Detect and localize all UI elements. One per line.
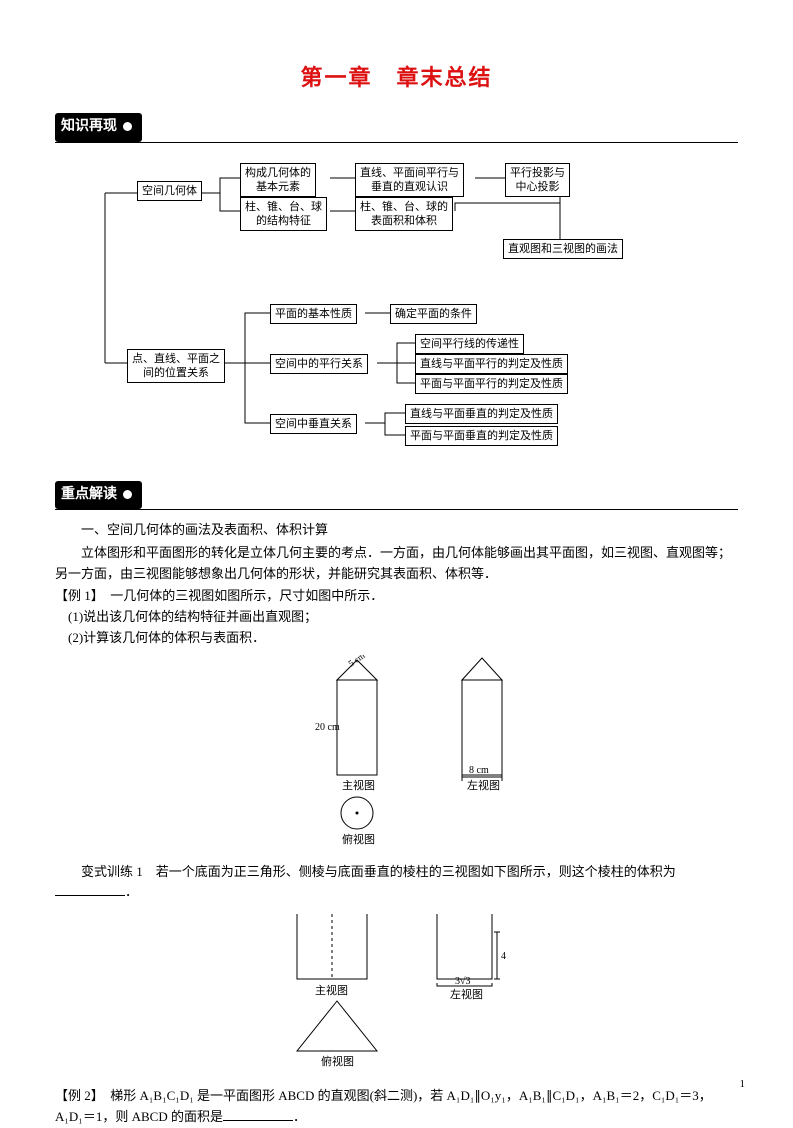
example-2-text: 【例 2】 梯形 A₁B₁C₁D₁ 是一平面图形 ABCD 的直观图(斜二测)，… [55,1088,712,1124]
figure-1: 20 cm 5 cm 主视图 8 cm 左视图 俯视图 [55,655,738,852]
example-1b: (2)计算该几何体的体积与表面积． [55,628,738,649]
figure-2: 主视图 4 3√3 左视图 俯视图 [55,909,738,1076]
para-1: 立体图形和平面图形的转化是立体几何主要的考点．一方面，由几何体能够画出其平面图，… [55,543,738,585]
section-1-tag: 知识再现 [55,113,142,141]
figure-2-svg: 主视图 4 3√3 左视图 俯视图 [237,909,557,1069]
node-plane-plane-par: 平面与平面平行的判定及性质 [415,374,568,394]
variation-1-end: ． [125,884,138,899]
node-position: 点、直线、平面之 间的位置关系 [127,349,225,384]
node-par-lines: 空间平行线的传递性 [415,334,524,354]
node-space-solid: 空间几何体 [137,181,202,201]
example-2: 【例 2】 梯形 A₁B₁C₁D₁ 是一平面图形 ABCD 的直观图(斜二测)，… [55,1086,738,1128]
node-perp: 空间中垂直关系 [270,414,357,434]
blank-2 [223,1108,293,1121]
node-parallel: 空间中的平行关系 [270,354,368,374]
fig2-front-label: 主视图 [315,983,348,997]
page-title: 第一章 章末总结 [55,60,738,95]
example-1: 【例 1】 一几何体的三视图如图所示，尺寸如图中所示． [55,586,738,607]
fig1-dim-h: 20 cm [315,722,340,733]
fig2-top-label: 俯视图 [321,1054,354,1068]
section-1-row: 知识再现 [55,113,738,142]
section-2-row: 重点解读 [55,481,738,510]
node-structure: 柱、锥、台、球 的结构特征 [240,197,327,232]
page-number: 1 [740,1076,746,1094]
fig2-dim-w: 3√3 [455,976,471,987]
fig1-top-label: 俯视图 [342,832,375,845]
example-1a: (1)说出该几何体的结构特征并画出直观图； [55,607,738,628]
blank-1 [55,883,125,896]
fig2-dim-h: 4 [501,951,506,962]
node-plane-props: 平面的基本性质 [270,304,357,324]
figure-1-svg: 20 cm 5 cm 主视图 8 cm 左视图 俯视图 [247,655,547,845]
fig2-side-label: 左视图 [450,987,483,1001]
heading-1: 一、空间几何体的画法及表面积、体积计算 [55,520,738,541]
fig1-dim-w: 8 cm [469,765,489,776]
fig1-side-label: 左视图 [467,778,500,792]
variation-1-text: 变式训练 1 若一个底面为正三角形、侧棱与底面垂直的棱柱的三视图如下图所示，则这… [81,864,676,879]
node-views: 直观图和三视图的画法 [503,239,623,259]
node-intuition: 直线、平面间平行与 垂直的直观认识 [355,163,464,198]
node-plane-cond: 确定平面的条件 [390,304,477,324]
variation-1: 变式训练 1 若一个底面为正三角形、侧棱与底面垂直的棱柱的三视图如下图所示，则这… [55,862,738,904]
node-area-volume: 柱、锥、台、球的 表面积和体积 [355,197,453,232]
node-plane-plane-perp: 平面与平面垂直的判定及性质 [405,426,558,446]
concept-map: 空间几何体 构成几何体的 基本元素 柱、锥、台、球 的结构特征 直线、平面间平行… [55,153,738,473]
section-2-tag: 重点解读 [55,481,142,509]
node-line-plane-perp: 直线与平面垂直的判定及性质 [405,404,558,424]
example-2-end: ． [293,1109,306,1124]
node-basic-elements: 构成几何体的 基本元素 [240,163,316,198]
node-line-plane-par: 直线与平面平行的判定及性质 [415,354,568,374]
node-projection: 平行投影与 中心投影 [505,163,570,198]
fig1-front-label: 主视图 [342,778,375,792]
